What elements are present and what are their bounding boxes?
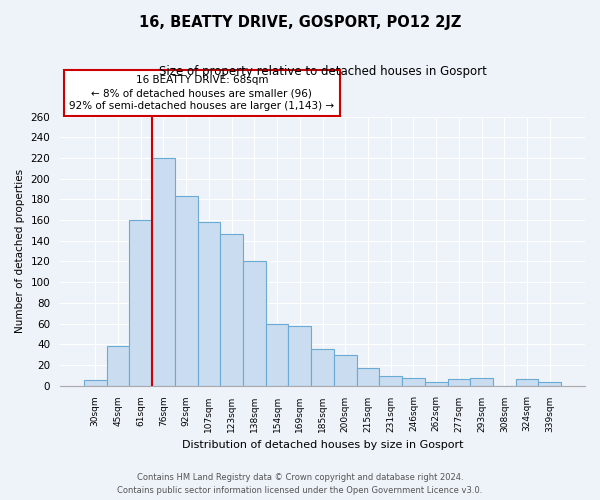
Bar	[130, 220, 152, 386]
Bar	[402, 378, 425, 386]
Bar	[197, 222, 220, 386]
X-axis label: Distribution of detached houses by size in Gosport: Distribution of detached houses by size …	[182, 440, 463, 450]
Bar	[538, 382, 561, 386]
Bar	[243, 262, 266, 386]
Text: Contains HM Land Registry data © Crown copyright and database right 2024.
Contai: Contains HM Land Registry data © Crown c…	[118, 474, 482, 495]
Bar	[266, 324, 289, 386]
Bar	[334, 354, 356, 386]
Bar	[515, 380, 538, 386]
Bar	[379, 376, 402, 386]
Bar	[356, 368, 379, 386]
Y-axis label: Number of detached properties: Number of detached properties	[15, 169, 25, 333]
Bar	[175, 196, 197, 386]
Bar	[425, 382, 448, 386]
Bar	[470, 378, 493, 386]
Bar	[220, 234, 243, 386]
Bar	[448, 380, 470, 386]
Bar	[289, 326, 311, 386]
Bar	[311, 350, 334, 386]
Bar	[152, 158, 175, 386]
Bar	[84, 380, 107, 386]
Text: 16, BEATTY DRIVE, GOSPORT, PO12 2JZ: 16, BEATTY DRIVE, GOSPORT, PO12 2JZ	[139, 15, 461, 30]
Text: 16 BEATTY DRIVE: 68sqm
← 8% of detached houses are smaller (96)
92% of semi-deta: 16 BEATTY DRIVE: 68sqm ← 8% of detached …	[69, 75, 334, 112]
Title: Size of property relative to detached houses in Gosport: Size of property relative to detached ho…	[158, 65, 487, 78]
Bar	[107, 346, 130, 386]
